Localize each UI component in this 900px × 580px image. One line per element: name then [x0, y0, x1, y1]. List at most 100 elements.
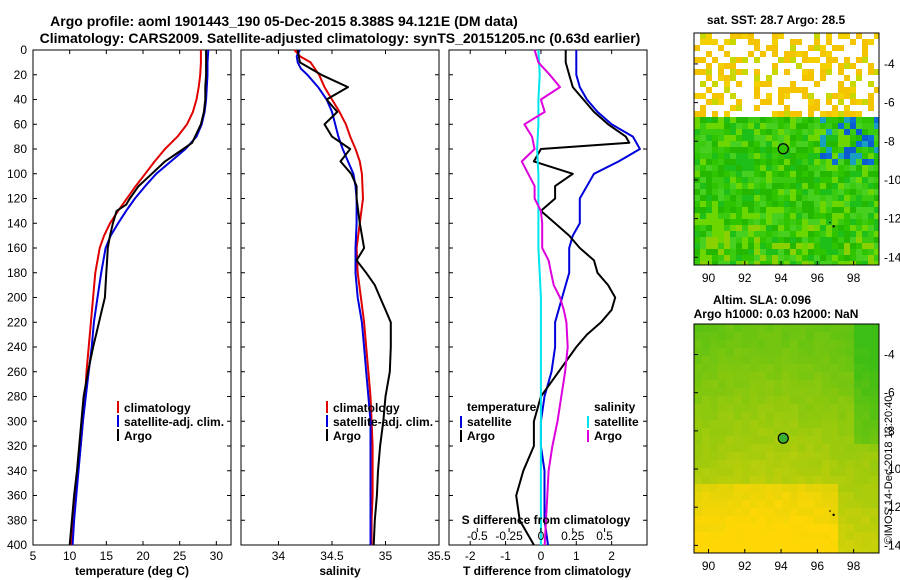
map-cell	[838, 207, 844, 213]
map-cell	[758, 524, 766, 532]
map-cell	[766, 45, 772, 51]
map-cell	[830, 428, 838, 436]
map-cell	[742, 436, 750, 444]
map-cell	[724, 189, 730, 195]
map-cell	[820, 183, 826, 189]
map-cell	[710, 436, 718, 444]
map-cell	[820, 159, 826, 165]
map-cell	[726, 364, 734, 372]
map-cell	[724, 255, 730, 261]
x-tick-label: 1	[573, 549, 580, 563]
map-cell	[832, 117, 838, 123]
map-cell	[772, 117, 778, 123]
map-cell	[854, 436, 862, 444]
map-cell	[760, 117, 766, 123]
map-cell	[706, 153, 712, 159]
map-cell	[796, 117, 802, 123]
map-cell	[802, 159, 808, 165]
map-cell	[820, 249, 826, 255]
map-cell	[726, 388, 734, 396]
map-cell	[838, 324, 846, 332]
map-cell	[838, 516, 846, 524]
map-cell	[862, 129, 868, 135]
map-cell	[838, 69, 844, 75]
map-cell	[734, 476, 742, 484]
map-cell	[718, 468, 726, 476]
map-cell	[814, 356, 822, 364]
map-cell	[718, 159, 724, 165]
map-cell	[754, 159, 760, 165]
map-cell	[726, 404, 734, 412]
map-cell	[702, 404, 710, 412]
map-cell	[754, 219, 760, 225]
map-cell	[796, 147, 802, 153]
map-cell	[862, 548, 870, 553]
map-cell	[868, 159, 874, 165]
map-cell	[830, 532, 838, 540]
map-cell	[760, 51, 766, 57]
map-cell	[790, 468, 798, 476]
map-cell	[856, 201, 862, 207]
map-cell	[796, 225, 802, 231]
map-cell	[710, 444, 718, 452]
map-cell	[808, 225, 814, 231]
map-cell	[778, 213, 784, 219]
map-cell	[856, 189, 862, 195]
map-cell	[814, 468, 822, 476]
map-cell	[838, 340, 846, 348]
map-cell	[844, 261, 850, 265]
map-cell	[754, 243, 760, 249]
map-cell	[798, 468, 806, 476]
map-cell	[808, 159, 814, 165]
map-cell	[726, 332, 734, 340]
map-cell	[712, 123, 718, 129]
map-cell	[854, 340, 862, 348]
map-cell	[766, 468, 774, 476]
map-cell	[772, 33, 778, 39]
map-cell	[820, 129, 826, 135]
map-cell	[796, 171, 802, 177]
difference-plot: -2 -1 0 1 2-0.5 -0.25 0 0.25 0.5	[449, 49, 647, 563]
map-cell	[694, 45, 700, 51]
map-cell	[700, 135, 706, 141]
map-cell	[742, 165, 748, 171]
map-cell	[712, 81, 718, 87]
sla-map-title: Altim. SLA: 0.096	[713, 293, 811, 307]
map-cell	[726, 484, 734, 492]
map-cell	[718, 183, 724, 189]
map-cell	[694, 141, 700, 147]
map-cell	[820, 75, 826, 81]
map-cell	[750, 524, 758, 532]
map-cell	[700, 243, 706, 249]
map-cell	[832, 189, 838, 195]
map-cell	[790, 165, 796, 171]
sla-map-frame	[693, 323, 880, 554]
depth-tick-label: 220	[7, 315, 27, 329]
map-cell	[844, 249, 850, 255]
map-cell	[838, 183, 844, 189]
map-cell	[784, 183, 790, 189]
map-cell	[838, 412, 846, 420]
map-cell	[754, 231, 760, 237]
map-cell	[766, 123, 772, 129]
map-cell	[700, 105, 706, 111]
map-cell	[862, 380, 870, 388]
map-cell	[854, 380, 862, 388]
map-cell	[808, 237, 814, 243]
map-cell	[778, 255, 784, 261]
map-cell	[750, 460, 758, 468]
map-cell	[862, 255, 868, 261]
map-cell	[700, 171, 706, 177]
map-cell	[814, 396, 822, 404]
map-cell	[754, 237, 760, 243]
map-cell	[760, 129, 766, 135]
map-cell	[734, 348, 742, 356]
map-cell	[830, 500, 838, 508]
map-cell	[718, 396, 726, 404]
map-cell	[790, 237, 796, 243]
legend-label-sal-argo: Argo	[594, 429, 622, 443]
map-cell	[838, 404, 846, 412]
map-cell	[856, 237, 862, 243]
map-cell	[726, 532, 734, 540]
map-cell	[718, 117, 724, 123]
